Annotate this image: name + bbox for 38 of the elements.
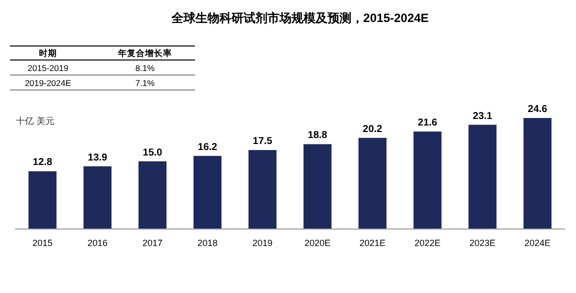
x-tick-label: 2020E bbox=[304, 238, 331, 248]
bar bbox=[468, 124, 496, 229]
text: 7.1% bbox=[135, 78, 156, 88]
x-tick-label: 2016 bbox=[87, 238, 108, 248]
bar bbox=[138, 161, 166, 229]
data-label: 15.0 bbox=[142, 147, 163, 158]
text: 8.1% bbox=[135, 63, 156, 73]
x-tick-label: 2015 bbox=[32, 238, 53, 248]
bar bbox=[304, 144, 332, 229]
data-label: 20.2 bbox=[362, 124, 383, 135]
data-label: 23.1 bbox=[472, 110, 493, 122]
x-tick-label: 2023E bbox=[469, 238, 496, 248]
data-label: 21.6 bbox=[418, 118, 438, 129]
bar bbox=[28, 171, 56, 229]
bar bbox=[248, 150, 276, 229]
data-label: 18.8 bbox=[308, 130, 328, 142]
x-tick-label: 2024E bbox=[524, 238, 551, 248]
bar bbox=[414, 132, 442, 229]
bar bbox=[194, 156, 222, 229]
x-tick-label: 2021E bbox=[359, 238, 386, 248]
x-tick-label: 2019 bbox=[252, 238, 273, 248]
text: 时期 bbox=[39, 48, 57, 58]
x-tick-label: 2022E bbox=[414, 238, 441, 248]
data-label: 12.8 bbox=[32, 157, 53, 168]
bar bbox=[84, 166, 112, 229]
data-label: 13.9 bbox=[88, 152, 108, 164]
text: 2019-2024E bbox=[24, 78, 72, 88]
x-tick-label: 2018 bbox=[197, 238, 218, 248]
y-axis-title: 十亿 美元 bbox=[16, 116, 55, 126]
x-tick-label: 2017 bbox=[142, 238, 163, 248]
text: 2015-2019 bbox=[28, 63, 69, 73]
text: 年复合增长率 bbox=[117, 48, 172, 58]
data-label: 24.6 bbox=[528, 104, 548, 115]
chart-title: 全球生物科研试剂市场规模及预测，2015-2024E bbox=[170, 11, 429, 25]
bar bbox=[524, 118, 552, 229]
data-label: 17.5 bbox=[252, 136, 273, 148]
bar bbox=[358, 138, 386, 229]
data-label: 16.2 bbox=[198, 142, 218, 153]
